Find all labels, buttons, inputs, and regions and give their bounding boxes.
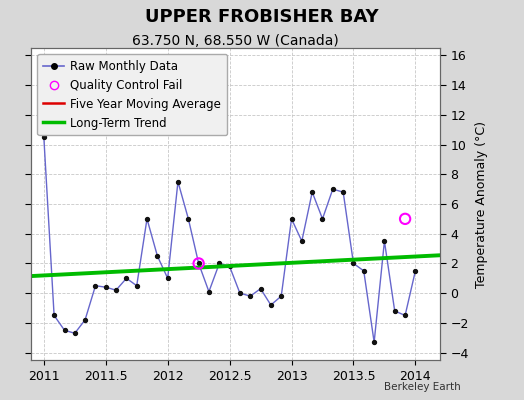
Point [246, 293, 255, 299]
Point [40, 134, 48, 140]
Point [298, 238, 306, 244]
Text: UPPER FROBISHER BAY: UPPER FROBISHER BAY [145, 8, 379, 26]
Y-axis label: Temperature Anomaly (°C): Temperature Anomaly (°C) [475, 120, 487, 288]
Point [401, 312, 409, 319]
Point [359, 268, 368, 274]
Point [390, 308, 399, 314]
Point [60, 327, 69, 334]
Point [287, 216, 296, 222]
Point [339, 189, 347, 195]
Point [50, 312, 58, 319]
Point [205, 288, 213, 295]
Point [143, 216, 151, 222]
Title: 63.750 N, 68.550 W (Canada): 63.750 N, 68.550 W (Canada) [133, 34, 339, 48]
Point [256, 286, 265, 292]
Point [411, 268, 420, 274]
Point [350, 260, 358, 267]
Legend: Raw Monthly Data, Quality Control Fail, Five Year Moving Average, Long-Term Tren: Raw Monthly Data, Quality Control Fail, … [37, 54, 227, 136]
Point [267, 302, 275, 308]
Point [174, 178, 182, 185]
Point [401, 216, 409, 222]
Point [277, 293, 286, 299]
Point [184, 216, 192, 222]
Point [153, 253, 161, 259]
Point [163, 275, 172, 282]
Point [380, 238, 389, 244]
Point [91, 282, 100, 289]
Point [318, 216, 326, 222]
Point [370, 339, 378, 345]
Text: Berkeley Earth: Berkeley Earth [385, 382, 461, 392]
Point [236, 290, 244, 296]
Point [308, 189, 316, 195]
Point [71, 330, 79, 336]
Point [102, 284, 110, 290]
Point [133, 282, 141, 289]
Point [329, 186, 337, 192]
Point [215, 260, 224, 267]
Point [194, 260, 203, 267]
Point [112, 287, 120, 293]
Point [225, 263, 234, 270]
Point [81, 317, 89, 323]
Point [122, 275, 130, 282]
Point [194, 260, 203, 267]
